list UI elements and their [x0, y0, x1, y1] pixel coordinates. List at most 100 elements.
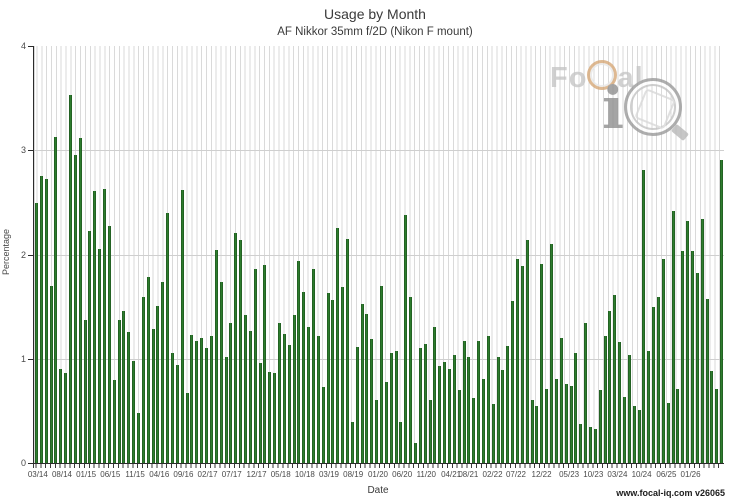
bar	[253, 269, 257, 463]
x-tick-label: 07/22	[505, 470, 527, 479]
bar	[195, 341, 199, 463]
bar	[448, 369, 452, 463]
wordmark-prefix: Fo	[550, 62, 588, 94]
bar	[360, 303, 364, 463]
y-tick-label: 2	[20, 249, 26, 260]
bar	[151, 328, 155, 463]
bar	[161, 281, 165, 463]
x-tick-label: 06/20	[392, 470, 413, 479]
bar	[414, 443, 417, 463]
bar	[530, 400, 534, 463]
x-tick-label: 07/17	[221, 470, 242, 479]
bar	[652, 306, 656, 463]
x-tick-label: 12/22	[531, 470, 552, 479]
bar	[190, 334, 194, 463]
bar	[394, 351, 398, 463]
bar	[326, 293, 330, 463]
bar	[540, 263, 544, 463]
bar	[224, 356, 228, 463]
bar	[273, 373, 277, 463]
bar	[44, 179, 48, 463]
x-tick-label: 09/16	[173, 470, 194, 479]
bar	[64, 373, 68, 463]
bar	[277, 323, 281, 463]
bar	[380, 285, 383, 463]
bar	[229, 323, 233, 463]
bar	[666, 402, 670, 463]
y-tick-label: 1	[20, 353, 26, 364]
bar	[618, 342, 622, 463]
bar	[637, 409, 641, 463]
bar	[472, 398, 476, 463]
plot-area: Fo al i	[33, 46, 724, 464]
x-tick-label: 04/21	[441, 470, 462, 479]
bar	[715, 388, 719, 463]
chart-title: Usage by Month	[324, 6, 426, 22]
x-tick-label: 06/25	[656, 470, 677, 479]
bar	[214, 250, 218, 463]
x-tick-label: 10/23	[583, 470, 604, 479]
bar	[579, 424, 583, 463]
bar	[486, 335, 490, 463]
x-tick-label: 11/20	[416, 470, 437, 479]
bar	[564, 383, 568, 463]
x-tick-label: 11/15	[125, 470, 145, 479]
bar	[700, 219, 704, 463]
bar	[292, 314, 296, 463]
x-tick-label: 08/14	[51, 470, 72, 479]
bar	[710, 371, 714, 463]
bar	[574, 352, 578, 463]
bar	[457, 390, 461, 463]
bar	[511, 301, 515, 463]
bar	[200, 337, 204, 463]
bar	[384, 381, 388, 463]
bar	[302, 292, 306, 463]
bar	[516, 258, 520, 463]
x-tick-label: 04/16	[149, 470, 170, 479]
x-tick-label: 03/19	[318, 470, 340, 479]
bar	[686, 221, 690, 463]
bar	[506, 346, 510, 463]
bar	[554, 378, 558, 463]
bar	[520, 265, 524, 463]
bar	[205, 348, 209, 463]
bar	[98, 249, 102, 463]
gridline-y-1	[34, 358, 724, 360]
x-axis-title: Date	[367, 485, 389, 496]
bar	[141, 297, 145, 463]
bar	[78, 137, 82, 463]
bar	[433, 327, 437, 463]
x-tick-label: 01/26	[680, 470, 701, 479]
x-tick-label: 03/14	[27, 470, 48, 479]
bar	[175, 365, 179, 463]
bar	[642, 170, 646, 463]
bar	[127, 331, 131, 463]
bar	[467, 356, 471, 463]
y-tick-label: 3	[20, 145, 26, 156]
bar	[341, 286, 345, 463]
bar	[234, 232, 238, 463]
bar	[59, 369, 63, 463]
bar	[112, 379, 116, 463]
bar	[690, 251, 694, 463]
chart-subtitle: AF Nikkor 35mm f/2D (Nikon F mount)	[277, 26, 473, 38]
bar	[681, 251, 685, 463]
bar	[258, 362, 262, 463]
x-tick-label: 08/21	[458, 470, 479, 479]
bar	[550, 244, 554, 463]
aperture-ring-icon	[587, 60, 618, 90]
y-tick-mark	[28, 463, 33, 464]
bar	[243, 314, 247, 463]
bar	[83, 320, 87, 463]
bar	[603, 335, 607, 463]
bar	[54, 136, 58, 463]
x-tick-label: 08/19	[343, 470, 364, 479]
bar	[462, 341, 466, 463]
bar	[316, 335, 320, 463]
magnifier-lens-icon	[624, 78, 682, 136]
bar	[671, 210, 675, 463]
bar	[705, 299, 709, 463]
bar	[389, 352, 393, 463]
iq-i-letter: i	[602, 74, 625, 142]
